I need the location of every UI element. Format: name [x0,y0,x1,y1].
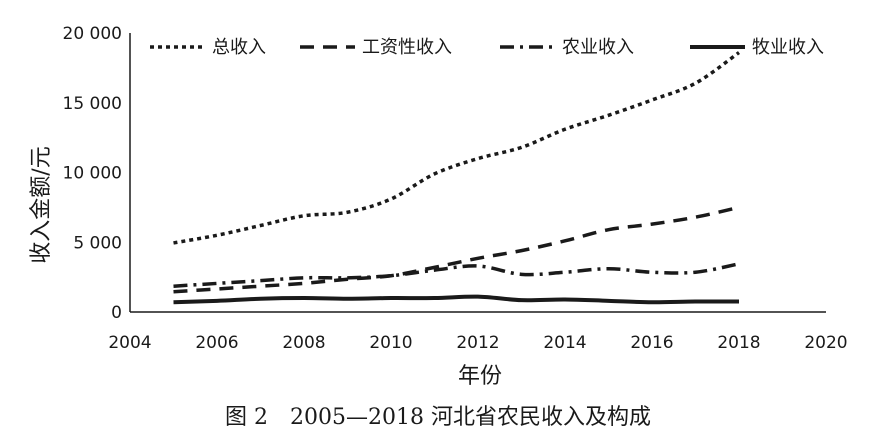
y-tick-label: 0 [111,303,122,323]
x-tick-label: 2016 [630,333,673,353]
legend-label: 牧业收入 [752,37,824,58]
legend: 总收入 工资性收入 农业收入 牧业收入 [150,37,824,58]
x-tick-label: 2012 [456,333,499,353]
y-tick-label: 5 000 [73,233,122,253]
x-axis-title: 年份 [458,364,502,389]
y-tick-label: 10 000 [63,164,122,184]
y-ticks: 0 5 000 10 000 15 000 20 000 [63,24,122,323]
x-tick-label: 2006 [195,333,238,353]
x-tick-label: 2010 [369,333,412,353]
series-line [173,262,740,288]
x-tick-label: 2008 [282,333,325,353]
y-tick-label: 15 000 [63,94,122,114]
axes: 2004 2006 2008 2010 2012 2014 2016 2018 2020 0 5 … [63,24,848,353]
series-line [173,51,741,245]
legend-label: 工资性收入 [362,37,452,58]
series-line [173,205,740,294]
x-tick-label: 2014 [543,333,586,353]
x-tick-label: 2004 [108,333,151,353]
x-tick-label: 2020 [804,333,847,353]
x-ticks: 2004 2006 2008 2010 2012 2014 2016 2018 2020 [108,333,847,353]
figure-caption: 图 2 2005—2018 河北省农民收入及构成 [225,405,651,430]
y-axis-title: 收入金额/元 [29,146,54,263]
series-layer [173,51,741,305]
series-line [173,294,740,305]
legend-label: 总收入 [212,37,266,58]
legend-label: 农业收入 [562,37,634,58]
y-tick-label: 20 000 [63,24,122,44]
x-tick-label: 2018 [717,333,760,353]
